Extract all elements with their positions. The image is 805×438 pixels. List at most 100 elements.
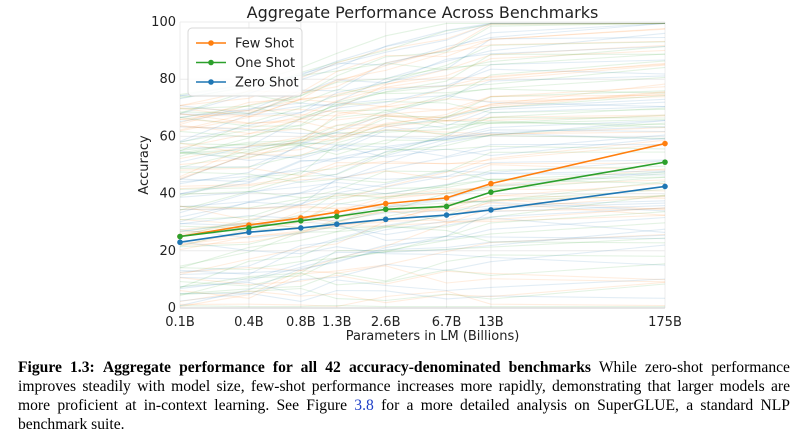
benchmark-line	[179, 90, 666, 154]
background-benchmark-lines	[179, 22, 666, 308]
benchmark-line	[179, 106, 666, 214]
benchmark-line	[179, 60, 666, 168]
benchmark-line	[179, 263, 666, 287]
benchmark-line	[179, 93, 666, 181]
benchmark-line	[179, 126, 666, 140]
benchmark-line	[179, 194, 666, 269]
benchmark-line	[179, 75, 666, 185]
x-tick-label: 0.8B	[286, 315, 316, 330]
benchmark-line	[179, 244, 666, 302]
benchmark-line	[179, 112, 666, 130]
benchmark-line	[179, 98, 666, 181]
benchmark-line	[179, 40, 666, 124]
benchmark-line	[179, 171, 666, 237]
benchmark-line	[179, 222, 666, 288]
data-point	[333, 221, 340, 228]
benchmark-line	[179, 125, 666, 155]
y-axis-label: Accuracy	[137, 135, 152, 195]
benchmark-line	[180, 45, 666, 115]
benchmark-line	[179, 53, 665, 157]
x-tick-label: 175B	[648, 315, 682, 330]
benchmark-line	[179, 137, 666, 161]
figure-reference-link[interactable]: 3.8	[354, 397, 374, 414]
data-point	[382, 206, 389, 213]
data-point	[662, 183, 668, 190]
legend-label: Few Shot	[235, 37, 294, 52]
benchmark-line	[179, 159, 666, 198]
benchmark-line	[179, 126, 666, 183]
series-line-few-shot	[179, 142, 666, 238]
benchmark-line	[179, 100, 666, 119]
benchmark-line	[179, 170, 666, 218]
benchmark-line	[179, 188, 666, 211]
benchmark-line	[179, 94, 666, 117]
benchmark-line	[179, 36, 666, 142]
benchmark-line	[179, 41, 666, 152]
benchmark-line	[179, 145, 666, 170]
data-point	[177, 233, 183, 240]
x-tick-label: 6.7B	[432, 315, 462, 330]
benchmark-line	[179, 202, 666, 216]
legend-marker	[208, 59, 214, 66]
benchmark-line	[179, 189, 666, 267]
benchmark-line	[179, 124, 666, 138]
series-line-one-shot	[179, 161, 666, 238]
benchmark-line	[179, 214, 666, 245]
benchmark-line	[179, 44, 666, 149]
series-line-zero-shot	[179, 185, 666, 244]
x-axis-label: Parameters in LM (Billions)	[346, 329, 520, 344]
benchmark-line	[179, 160, 666, 233]
benchmark-line	[179, 169, 666, 183]
benchmark-line	[179, 53, 666, 114]
caption-text-end: for a more detailed analysis on SuperGLU…	[18, 397, 790, 433]
benchmark-line	[179, 32, 666, 143]
benchmark-line	[179, 237, 666, 271]
x-tick-label: 0.4B	[234, 315, 264, 330]
benchmark-line	[179, 22, 666, 131]
benchmark-line	[179, 27, 666, 126]
data-point	[298, 217, 304, 224]
benchmark-line	[179, 68, 666, 118]
benchmark-line	[179, 233, 666, 299]
benchmark-line	[179, 120, 666, 208]
benchmark-line	[179, 22, 666, 119]
data-point	[298, 225, 304, 231]
benchmark-line	[179, 278, 666, 296]
data-point	[246, 229, 252, 236]
benchmark-line	[179, 76, 666, 154]
benchmark-line	[179, 63, 666, 130]
benchmark-line	[179, 305, 665, 308]
benchmark-line	[179, 178, 666, 199]
benchmark-line	[179, 162, 666, 177]
data-point	[662, 159, 668, 165]
y-tick-label: 20	[159, 244, 176, 259]
data-point	[488, 180, 494, 187]
legend-box	[187, 27, 303, 97]
benchmark-line	[179, 66, 666, 138]
data-point	[333, 209, 340, 215]
benchmark-line	[179, 270, 666, 286]
y-tick-label: 100	[151, 15, 176, 30]
benchmark-line	[179, 195, 666, 275]
benchmark-line	[179, 199, 666, 212]
benchmark-line	[179, 164, 666, 190]
chart: 0 20 40 60 80 100 0.1B 0.4B 0.8B 1.3B 2.6B 6.7B 13B…	[137, 3, 682, 344]
data-point	[488, 189, 494, 195]
benchmark-line	[179, 96, 666, 117]
benchmark-line	[179, 281, 666, 304]
benchmark-line	[179, 120, 666, 154]
benchmark-line	[179, 211, 666, 297]
data-point	[488, 207, 494, 213]
benchmark-line	[179, 114, 666, 146]
benchmark-line	[179, 173, 666, 237]
benchmark-line	[179, 207, 666, 231]
benchmark-line	[179, 221, 666, 241]
y-tick-label: 40	[159, 187, 176, 202]
data-point	[177, 239, 183, 246]
benchmark-line	[179, 49, 666, 120]
data-point	[662, 140, 668, 147]
y-tick-label: 0	[168, 301, 176, 316]
figure-caption: Figure 1.3: Aggregate performance for al…	[18, 358, 790, 434]
caption-bold-text: Aggregate performance for all 42 accurac…	[102, 359, 591, 376]
benchmark-line	[179, 234, 666, 276]
